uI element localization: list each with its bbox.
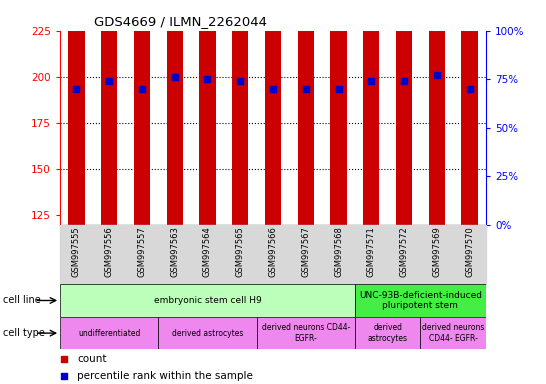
Text: cell type: cell type bbox=[3, 328, 45, 338]
Text: GSM997565: GSM997565 bbox=[236, 227, 245, 277]
Bar bbox=[232, 0, 248, 225]
Text: derived astrocytes: derived astrocytes bbox=[172, 329, 243, 338]
Text: GSM997555: GSM997555 bbox=[72, 227, 81, 277]
Bar bbox=[167, 0, 183, 225]
Bar bbox=[68, 0, 85, 225]
Bar bbox=[134, 0, 150, 225]
Text: GSM997569: GSM997569 bbox=[432, 227, 441, 277]
Bar bbox=[158, 317, 257, 349]
Text: GSM997556: GSM997556 bbox=[105, 227, 114, 277]
Bar bbox=[101, 0, 117, 225]
Bar bbox=[429, 0, 445, 225]
Point bbox=[72, 86, 81, 92]
Text: cell line: cell line bbox=[3, 295, 40, 306]
Text: GDS4669 / ILMN_2262044: GDS4669 / ILMN_2262044 bbox=[94, 15, 267, 28]
Text: derived neurons CD44-
EGFR-: derived neurons CD44- EGFR- bbox=[262, 323, 350, 343]
Point bbox=[105, 78, 114, 84]
Point bbox=[138, 86, 146, 92]
Text: GSM997567: GSM997567 bbox=[301, 227, 310, 277]
Bar bbox=[363, 0, 379, 225]
Bar bbox=[199, 0, 216, 225]
Point bbox=[400, 78, 408, 84]
Point bbox=[301, 86, 310, 92]
Text: undifferentiated: undifferentiated bbox=[78, 329, 140, 338]
Text: percentile rank within the sample: percentile rank within the sample bbox=[77, 371, 253, 381]
Text: GSM997571: GSM997571 bbox=[367, 227, 376, 277]
Bar bbox=[355, 284, 486, 317]
Text: UNC-93B-deficient-induced
pluripotent stem: UNC-93B-deficient-induced pluripotent st… bbox=[359, 291, 482, 310]
Point bbox=[334, 86, 343, 92]
Point bbox=[170, 74, 179, 80]
Point bbox=[367, 78, 376, 84]
Bar bbox=[298, 0, 314, 225]
Bar bbox=[420, 317, 486, 349]
Point bbox=[236, 78, 245, 84]
Point bbox=[269, 86, 277, 92]
Point bbox=[203, 76, 212, 82]
Text: GSM997572: GSM997572 bbox=[400, 227, 408, 277]
Text: GSM997563: GSM997563 bbox=[170, 227, 179, 277]
Text: embryonic stem cell H9: embryonic stem cell H9 bbox=[153, 296, 262, 305]
Text: GSM997566: GSM997566 bbox=[269, 227, 277, 277]
Point bbox=[307, 137, 316, 144]
Bar bbox=[60, 317, 158, 349]
Bar bbox=[60, 284, 355, 317]
Bar bbox=[60, 225, 486, 284]
Text: count: count bbox=[77, 354, 106, 364]
Point bbox=[465, 86, 474, 92]
Text: derived
astrocytes: derived astrocytes bbox=[367, 323, 408, 343]
Bar bbox=[330, 0, 347, 225]
Text: derived neurons
CD44- EGFR-: derived neurons CD44- EGFR- bbox=[422, 323, 484, 343]
Bar bbox=[265, 0, 281, 225]
Bar bbox=[461, 0, 478, 225]
Text: GSM997568: GSM997568 bbox=[334, 227, 343, 277]
Point bbox=[307, 295, 316, 301]
Bar bbox=[396, 0, 412, 225]
Bar bbox=[257, 317, 355, 349]
Bar bbox=[355, 317, 420, 349]
Text: GSM997557: GSM997557 bbox=[138, 227, 146, 277]
Point bbox=[432, 72, 441, 78]
Text: GSM997570: GSM997570 bbox=[465, 227, 474, 277]
Text: GSM997564: GSM997564 bbox=[203, 227, 212, 277]
